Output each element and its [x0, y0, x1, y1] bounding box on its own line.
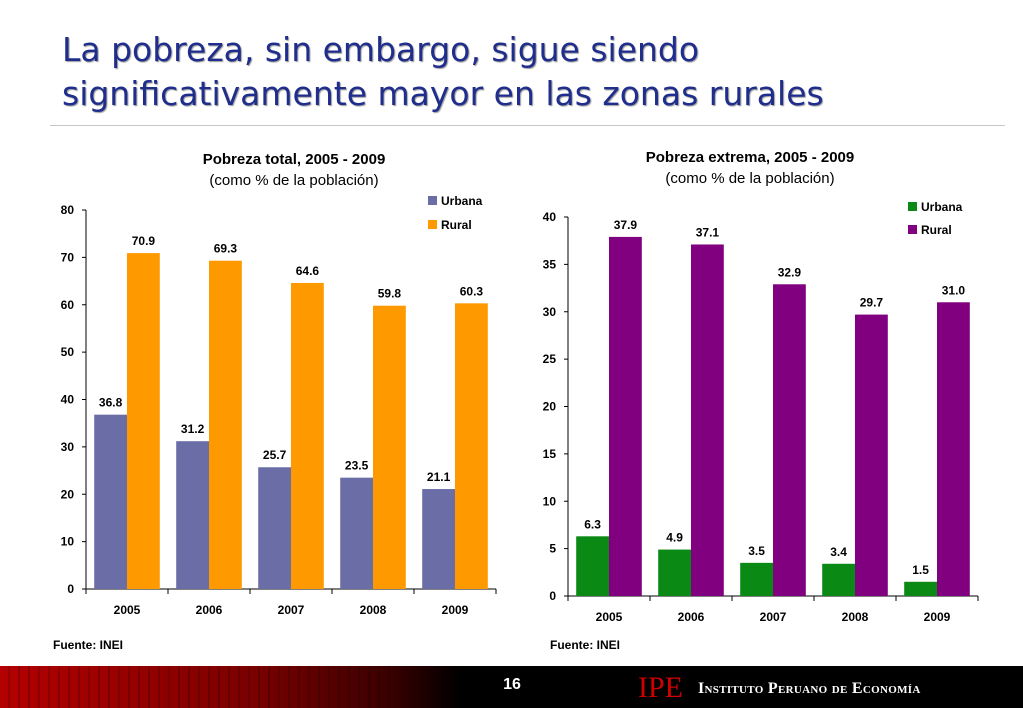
legend-swatch-rural: [428, 220, 437, 229]
data-label: 31.2: [181, 422, 205, 436]
data-label: 25.7: [263, 448, 287, 462]
bar-urbana-2007: [258, 467, 291, 589]
legend-label-urbana: Urbana: [921, 200, 963, 214]
bar-rural-2009: [455, 303, 488, 589]
data-label: 70.9: [132, 234, 156, 248]
data-label: 36.8: [99, 396, 123, 410]
legend-label-rural: Rural: [441, 218, 472, 232]
slide-title-line-2: significativamente mayor en las zonas ru…: [62, 74, 824, 113]
y-tick-label: 0: [67, 582, 74, 596]
data-label: 37.1: [696, 225, 720, 239]
y-tick-label: 25: [543, 352, 557, 366]
x-tick-label: 2008: [360, 603, 387, 617]
chart-svg: Pobreza total, 2005 - 2009 (como % de la …: [61, 151, 497, 617]
y-tick-label: 0: [549, 589, 556, 603]
chart-pobreza-extrema: Pobreza extrema, 2005 - 2009 (como % de l…: [520, 140, 1010, 624]
source-note-left: Fuente: INEI: [53, 638, 124, 652]
chart-title: Pobreza total, 2005 - 2009: [203, 151, 386, 168]
page-number: 16: [503, 676, 521, 693]
bar-urbana-2007: [740, 562, 773, 596]
bar-urbana-2008: [340, 477, 373, 589]
x-tick-label: 2005: [114, 603, 141, 617]
data-label: 6.3: [584, 517, 601, 531]
y-tick-label: 50: [61, 345, 75, 359]
data-label: 3.4: [830, 545, 847, 559]
chart-title: Pobreza extrema, 2005 - 2009: [646, 149, 854, 166]
source-note-right: Fuente: INEI: [550, 638, 621, 652]
chart-svg: Pobreza extrema, 2005 - 2009 (como % de l…: [543, 149, 979, 624]
y-tick-label: 10: [543, 494, 557, 508]
legend-swatch-urbana: [908, 202, 917, 211]
footer-pattern: [0, 666, 390, 708]
bar-rural-2006: [691, 244, 724, 596]
bar-urbana-2009: [904, 581, 937, 596]
bar-rural-2005: [609, 236, 642, 596]
bar-urbana-2006: [176, 441, 209, 589]
y-tick-label: 80: [61, 203, 75, 217]
bar-rural-2005: [127, 253, 160, 589]
data-label: 21.1: [427, 470, 451, 484]
x-tick-label: 2009: [924, 610, 951, 624]
data-label: 60.3: [460, 284, 484, 298]
bar-rural-2006: [209, 260, 242, 589]
data-label: 32.9: [778, 265, 802, 279]
bar-rural-2007: [773, 284, 806, 596]
data-label: 69.3: [214, 242, 238, 256]
y-tick-label: 70: [61, 250, 75, 264]
ipe-logo: IPE: [638, 671, 683, 704]
y-tick-label: 30: [61, 440, 75, 454]
x-tick-label: 2008: [842, 610, 869, 624]
data-label: 3.5: [748, 544, 765, 558]
data-label: 29.7: [860, 296, 884, 310]
x-tick-label: 2006: [678, 610, 705, 624]
x-tick-label: 2009: [442, 603, 469, 617]
slide-title: La pobreza, sin embargo, sigue siendo si…: [62, 28, 962, 116]
bar-urbana-2009: [422, 489, 455, 589]
y-tick-label: 30: [543, 305, 557, 319]
data-label: 64.6: [296, 264, 320, 278]
y-tick-label: 40: [543, 210, 557, 224]
y-tick-label: 15: [543, 447, 557, 461]
y-tick-label: 60: [61, 298, 75, 312]
footer-bar: [0, 666, 1023, 708]
slide-title-line-1: La pobreza, sin embargo, sigue siendo: [62, 30, 700, 69]
data-label: 31.0: [942, 283, 966, 297]
legend-label-rural: Rural: [921, 223, 952, 237]
chart-pobreza-total: Pobreza total, 2005 - 2009 (como % de la …: [40, 140, 510, 617]
data-label: 23.5: [345, 459, 369, 473]
bar-rural-2007: [291, 282, 324, 589]
data-label: 4.9: [666, 531, 683, 545]
legend-swatch-urbana: [428, 196, 437, 205]
data-label: 59.8: [378, 287, 402, 301]
legend-label-urbana: Urbana: [441, 194, 483, 208]
x-tick-label: 2006: [196, 603, 223, 617]
y-tick-label: 35: [543, 257, 557, 271]
bar-urbana-2008: [822, 563, 855, 596]
chart-subtitle: (como % de la población): [209, 172, 378, 189]
chart-subtitle: (como % de la población): [665, 170, 834, 187]
y-tick-label: 20: [61, 487, 75, 501]
bar-rural-2009: [937, 302, 970, 596]
x-tick-label: 2007: [760, 610, 787, 624]
bar-urbana-2005: [576, 536, 609, 596]
legend-swatch-rural: [908, 225, 917, 234]
y-tick-label: 5: [549, 542, 556, 556]
y-tick-label: 40: [61, 393, 75, 407]
y-tick-label: 20: [543, 400, 557, 414]
x-tick-label: 2007: [278, 603, 305, 617]
bar-rural-2008: [855, 314, 888, 596]
bar-urbana-2005: [94, 414, 127, 589]
bar-rural-2008: [373, 305, 406, 589]
bar-urbana-2006: [658, 549, 691, 596]
title-divider: [50, 125, 1005, 126]
data-label: 1.5: [912, 563, 929, 577]
institution-name: Instituto Peruano de Economía: [698, 680, 921, 697]
data-label: 37.9: [614, 218, 638, 232]
x-tick-label: 2005: [596, 610, 623, 624]
y-tick-label: 10: [61, 535, 75, 549]
